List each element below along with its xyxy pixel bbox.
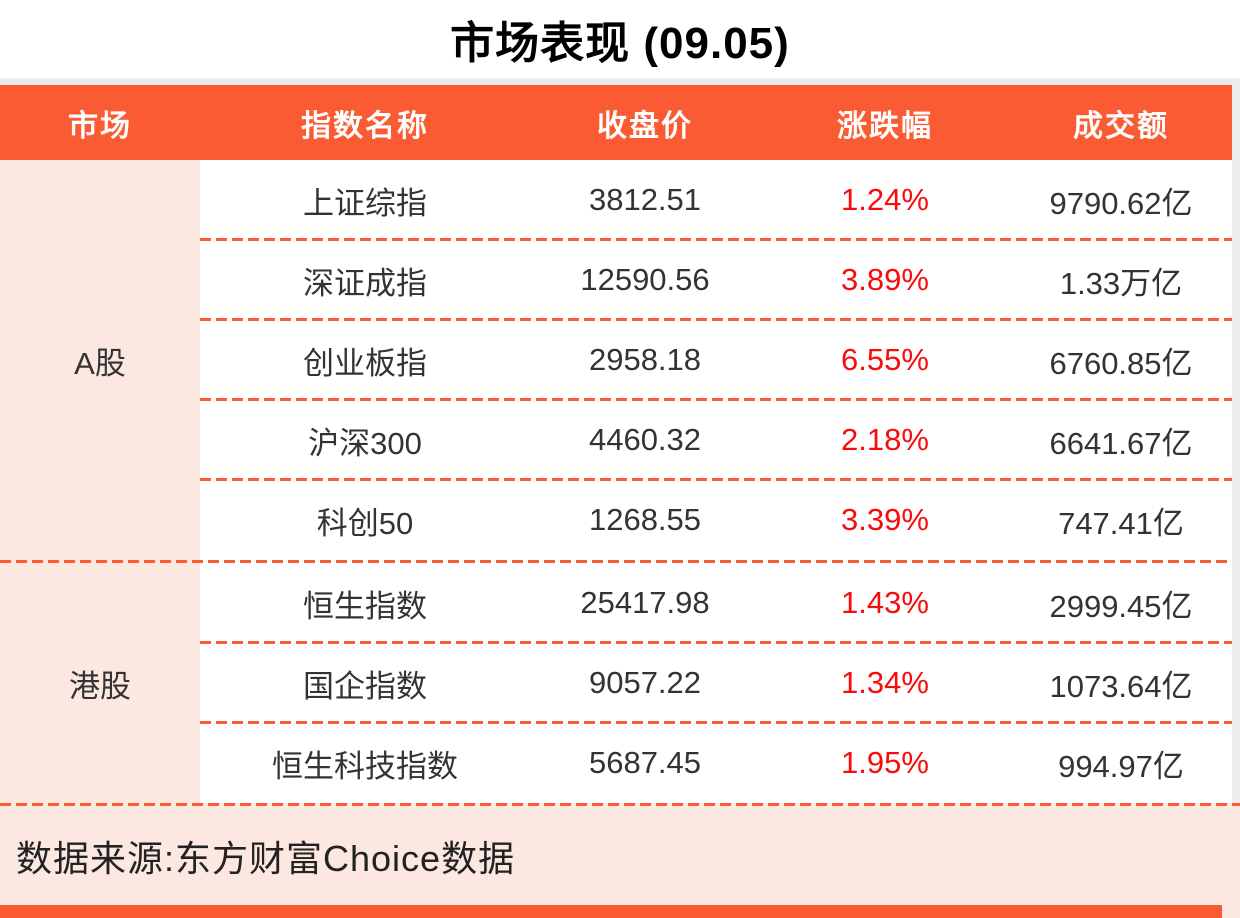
change-pct-cell: 1.24% xyxy=(841,182,929,217)
header-change-pct: 涨跌幅 xyxy=(837,109,933,143)
market-label: A股 xyxy=(74,345,126,381)
turnover-cell: 1073.64亿 xyxy=(1049,668,1193,704)
data-source-text: 数据来源:东方财富Choice数据 xyxy=(16,837,516,879)
header-market: 市场 xyxy=(68,109,132,143)
header-turnover: 成交额 xyxy=(1073,109,1169,143)
table-row: 国企指数 9057.22 1.34% 1073.64亿 xyxy=(200,641,1232,723)
close-price-cell: 12590.56 xyxy=(580,262,710,297)
change-pct-cell: 6.55% xyxy=(841,342,929,377)
table-row: 科创50 1268.55 3.39% 747.41亿 xyxy=(200,478,1232,560)
table-row: 深证成指 12590.56 3.89% 1.33万亿 xyxy=(200,238,1232,320)
market-label: 港股 xyxy=(69,668,131,704)
change-pct-cell: 1.95% xyxy=(841,745,929,780)
row-divider xyxy=(200,721,1232,724)
turnover-cell: 2999.45亿 xyxy=(1049,588,1193,624)
row-divider xyxy=(200,238,1232,241)
group-rows: 上证综指 3812.51 1.24% 9790.62亿 深证成指 12590.5… xyxy=(200,160,1232,560)
market-group-a-shares: A股 上证综指 3812.51 1.24% 9790.62亿 深证成指 1259… xyxy=(0,160,1232,560)
turnover-cell: 1.33万亿 xyxy=(1059,265,1183,301)
turnover-cell: 6760.85亿 xyxy=(1049,345,1193,381)
index-name-cell: 深证成指 xyxy=(303,265,427,301)
index-name-cell: 国企指数 xyxy=(303,668,427,704)
title-band: 市场表现 (09.05) xyxy=(0,0,1240,78)
footer-divider xyxy=(0,803,1240,806)
close-price-cell: 3812.51 xyxy=(588,182,702,217)
turnover-cell: 9790.62亿 xyxy=(1049,185,1193,221)
table-row: 上证综指 3812.51 1.24% 9790.62亿 xyxy=(200,160,1232,240)
close-price-cell: 4460.32 xyxy=(588,422,702,457)
close-price-cell: 25417.98 xyxy=(580,585,710,620)
row-divider xyxy=(200,318,1232,321)
change-pct-cell: 3.89% xyxy=(841,262,929,297)
close-price-cell: 9057.22 xyxy=(588,665,702,700)
close-price-cell: 2958.18 xyxy=(588,342,702,377)
footer: 数据来源:东方财富Choice数据 xyxy=(0,803,1240,918)
table-row: 恒生科技指数 5687.45 1.95% 994.97亿 xyxy=(200,721,1232,803)
page-title: 市场表现 (09.05) xyxy=(450,19,790,68)
market-column-background xyxy=(0,160,200,803)
table-body: A股 上证综指 3812.51 1.24% 9790.62亿 深证成指 1259… xyxy=(0,160,1232,803)
index-name-cell: 恒生科技指数 xyxy=(272,748,458,784)
change-pct-cell: 1.43% xyxy=(841,585,929,620)
market-group-hk-shares: 港股 恒生指数 25417.98 1.43% 2999.45亿 国企指数 905… xyxy=(0,563,1232,803)
bottom-accent-bar xyxy=(0,905,1222,918)
row-divider xyxy=(200,398,1232,401)
index-name-cell: 科创50 xyxy=(316,505,414,541)
index-name-cell: 上证综指 xyxy=(303,185,427,221)
source-line: 数据来源:东方财富Choice数据 xyxy=(0,806,1240,905)
row-divider xyxy=(200,641,1232,644)
turnover-cell: 6641.67亿 xyxy=(1049,425,1193,461)
group-divider xyxy=(0,560,1232,563)
change-pct-cell: 1.34% xyxy=(841,665,929,700)
change-pct-cell: 2.18% xyxy=(841,422,929,457)
turnover-cell: 747.41亿 xyxy=(1058,505,1184,541)
header-index-name: 指数名称 xyxy=(301,109,429,143)
header-close-price: 收盘价 xyxy=(597,109,693,143)
table-row: 恒生指数 25417.98 1.43% 2999.45亿 xyxy=(200,563,1232,643)
row-divider xyxy=(200,478,1232,481)
market-table: 市场 指数名称 收盘价 涨跌幅 成交额 A股 上证综指 3812.51 1.24… xyxy=(0,85,1232,803)
index-name-cell: 沪深300 xyxy=(308,425,422,461)
group-rows: 恒生指数 25417.98 1.43% 2999.45亿 国企指数 9057.2… xyxy=(200,563,1232,803)
close-price-cell: 5687.45 xyxy=(588,745,702,780)
table-row: 沪深300 4460.32 2.18% 6641.67亿 xyxy=(200,398,1232,480)
index-name-cell: 创业板指 xyxy=(303,345,427,381)
table-header-row: 市场 指数名称 收盘价 涨跌幅 成交额 xyxy=(0,85,1232,160)
table-row: 创业板指 2958.18 6.55% 6760.85亿 xyxy=(200,318,1232,400)
turnover-cell: 994.97亿 xyxy=(1058,748,1184,784)
change-pct-cell: 3.39% xyxy=(841,502,929,537)
close-price-cell: 1268.55 xyxy=(588,502,702,537)
index-name-cell: 恒生指数 xyxy=(303,588,427,624)
